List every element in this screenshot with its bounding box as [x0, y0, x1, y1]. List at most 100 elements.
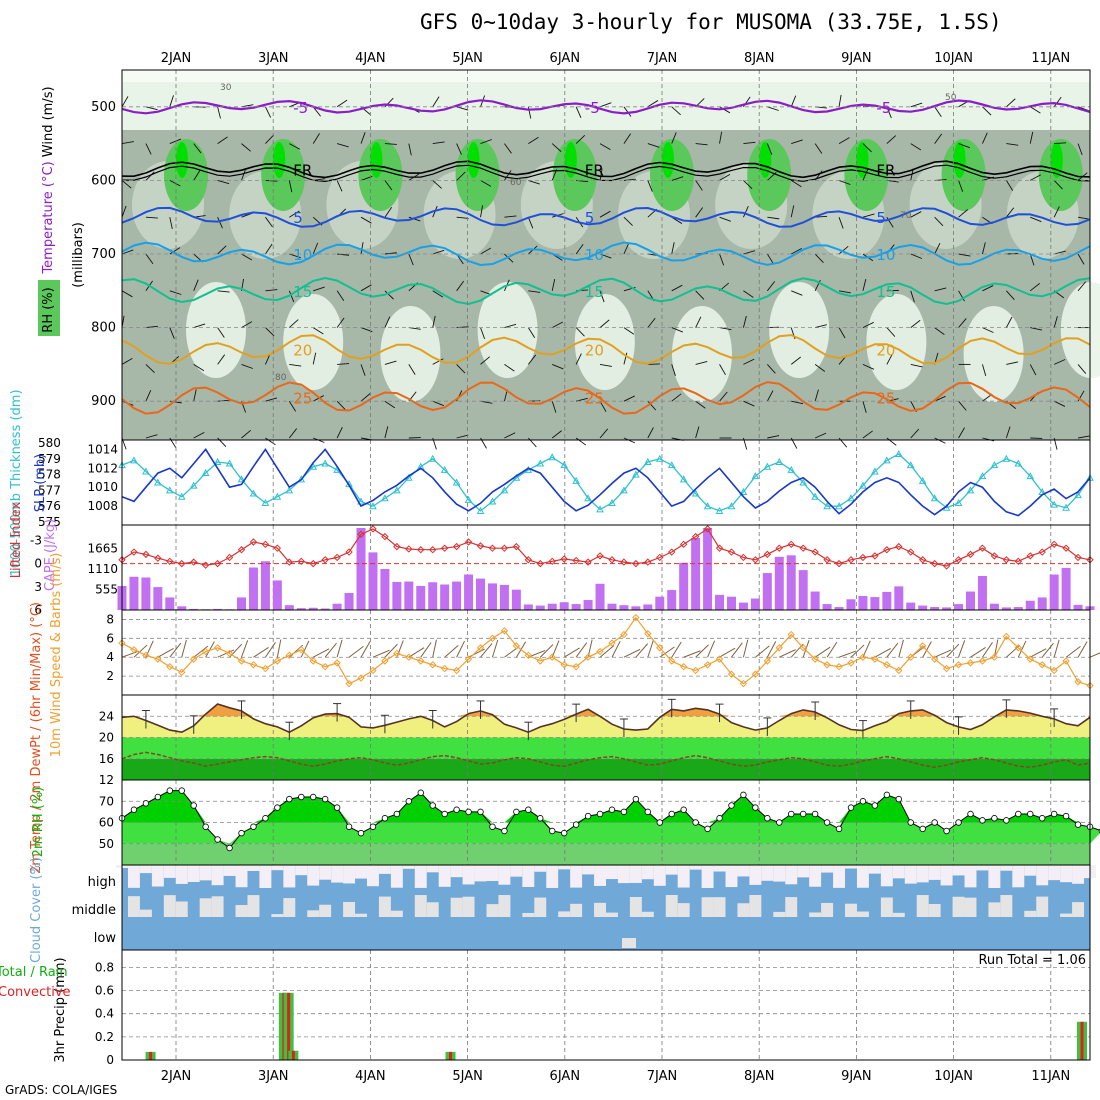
- lifted-index-point: [285, 558, 294, 566]
- lifted-index-point: [1062, 544, 1070, 552]
- rh2m-point: [608, 806, 616, 813]
- cloud-middle-gap: [952, 896, 965, 917]
- wind-barb: [217, 290, 230, 293]
- wind-barb: [766, 253, 775, 265]
- rh-contour-label: 70: [900, 211, 912, 221]
- wind-barb: [742, 315, 747, 328]
- wind-barb-10m: [1089, 652, 1100, 658]
- thickness-point: [309, 462, 318, 470]
- wind-barb: [384, 180, 393, 191]
- cloud-high-gap: [259, 865, 272, 888]
- wind-barb: [551, 278, 556, 291]
- wind-barb-10m: [958, 640, 966, 658]
- day-label-bottom: 6JAN: [550, 1069, 581, 1084]
- wind-barb: [217, 136, 228, 144]
- cloud-high-gap: [1060, 865, 1073, 883]
- wind-barb: [599, 428, 609, 439]
- wind-barb: [886, 353, 893, 365]
- rh-saturated-area: [662, 142, 674, 178]
- wind-barb: [599, 210, 611, 218]
- cloud-high-gap: [570, 865, 583, 888]
- wind-barb: [599, 168, 603, 181]
- rh-saturated-area: [467, 142, 480, 178]
- cape-bar: [320, 608, 330, 610]
- cape-bar: [942, 607, 952, 610]
- cloud-middle-gap: [211, 896, 224, 917]
- lifted-index-point: [775, 544, 783, 552]
- lifted-index-point: [166, 557, 174, 566]
- cape-bar: [452, 581, 462, 610]
- cape-bar: [954, 604, 964, 610]
- cape-bar: [153, 587, 163, 610]
- cloud-middle-gap: [570, 903, 583, 917]
- rh2m-point: [441, 810, 448, 818]
- cloud-high-gap: [916, 865, 929, 883]
- wind-barb: [456, 143, 462, 155]
- wind-speed-point: [273, 657, 282, 665]
- cape-bar: [643, 604, 653, 610]
- wind-barb: [336, 143, 349, 148]
- temp-tick-label: 20: [99, 731, 114, 745]
- lifted-index-point: [476, 542, 485, 550]
- thickness-point: [847, 494, 855, 502]
- wind-barb: [265, 327, 275, 337]
- cape-bar: [595, 583, 605, 610]
- wind-barb: [934, 437, 946, 444]
- thickness-point: [488, 497, 497, 505]
- rh-tick-label: 50: [99, 837, 114, 851]
- wind-speed-point: [440, 664, 449, 673]
- wind-barb: [934, 216, 944, 227]
- thickness-point: [165, 486, 174, 494]
- thickness-point: [357, 497, 365, 505]
- wind-barb: [456, 434, 469, 439]
- rh2m-point: [298, 793, 305, 801]
- cloud-high-gap: [988, 865, 1001, 888]
- wind-barb: [289, 143, 301, 150]
- wind-barb: [599, 290, 605, 303]
- isotherm-label-temp_15: 15: [585, 283, 604, 301]
- wind-barb: [121, 358, 133, 365]
- wind-barb: [1077, 216, 1090, 220]
- thickness-point: [261, 498, 270, 507]
- wind-speed-point: [847, 659, 855, 667]
- temp-area-above-24: [122, 704, 1090, 717]
- wind-barb: [408, 143, 412, 156]
- thickness-point: [751, 472, 760, 480]
- wind-speed-point: [703, 661, 712, 669]
- wind-barb: [982, 327, 994, 333]
- rh2m-point: [178, 787, 185, 794]
- cloud-high-gap: [402, 865, 415, 869]
- wind-speed-point: [1062, 657, 1070, 665]
- wind-speed-point: [524, 651, 533, 660]
- rh2m-point: [776, 819, 783, 826]
- cloud-middle-gap: [1060, 913, 1073, 917]
- thickness-point: [177, 492, 186, 500]
- rh2m-point: [274, 804, 281, 811]
- wind-speed-point: [261, 664, 270, 673]
- rh2m-point: [513, 808, 520, 816]
- wind-barb: [862, 213, 875, 218]
- lifted-index-point: [871, 552, 879, 560]
- thickness-point: [1026, 472, 1035, 480]
- rh-moist-area: [283, 294, 344, 390]
- day-label-top: 5JAN: [452, 51, 483, 66]
- wind-barb: [265, 289, 278, 292]
- wind-barb: [982, 285, 994, 292]
- lifted-index-point: [799, 544, 807, 552]
- rh2m-point: [572, 821, 580, 828]
- rh2m-point: [1074, 821, 1082, 828]
- rh2m-point: [345, 823, 353, 830]
- wind-barb: [288, 400, 297, 412]
- thickness-line: [121, 453, 1091, 512]
- wind-barb: [480, 205, 484, 218]
- isotherm-temp_15: [121, 276, 1091, 306]
- wind-barb: [814, 143, 823, 154]
- wind-barb: [193, 389, 197, 402]
- day-label-top: 10JAN: [934, 51, 973, 66]
- cape-bar: [141, 577, 151, 610]
- cape-bar: [248, 567, 258, 610]
- wind-barb: [743, 180, 753, 190]
- thickness-point: [918, 476, 927, 484]
- wind-barb: [289, 319, 299, 328]
- rh-moist-area: [963, 306, 1024, 402]
